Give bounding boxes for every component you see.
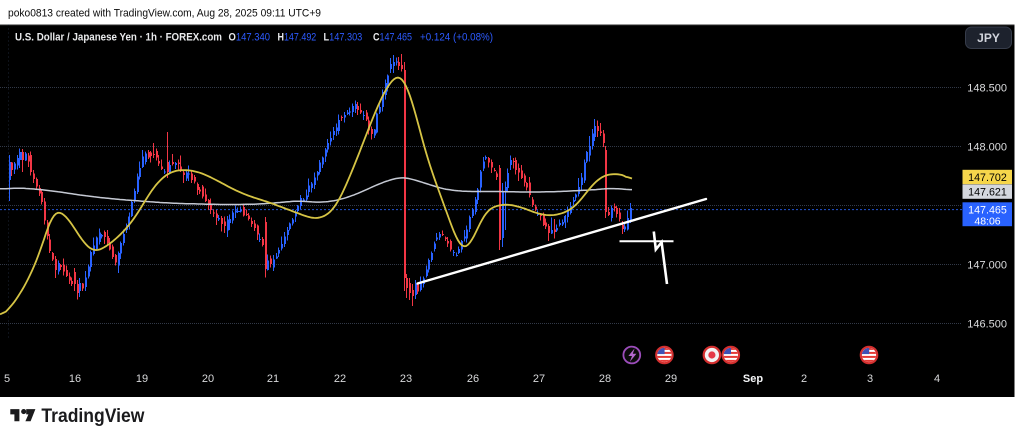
svg-text:TradingView: TradingView: [41, 406, 144, 427]
svg-text:48:06: 48:06: [974, 216, 1000, 228]
svg-text:23: 23: [400, 373, 412, 385]
svg-text:148.500: 148.500: [967, 83, 1007, 95]
svg-text:4: 4: [934, 373, 940, 385]
svg-text:21: 21: [267, 373, 279, 385]
svg-text:147.465: 147.465: [968, 204, 1007, 216]
svg-text:26: 26: [467, 373, 479, 385]
svg-text:29: 29: [665, 373, 677, 385]
svg-text:Sep: Sep: [743, 373, 763, 385]
svg-text:147.702: 147.702: [968, 172, 1007, 184]
svg-text:C147.465: C147.465: [373, 32, 412, 44]
svg-text:148.000: 148.000: [967, 142, 1007, 154]
svg-text:27: 27: [533, 373, 545, 385]
svg-text:146.500: 146.500: [967, 319, 1007, 331]
svg-text:+0.124 (+0.08%): +0.124 (+0.08%): [420, 32, 493, 44]
svg-text:20: 20: [202, 373, 214, 385]
svg-text:3: 3: [867, 373, 873, 385]
svg-text:2: 2: [801, 373, 807, 385]
svg-text:5: 5: [4, 373, 10, 385]
svg-text:L147.303: L147.303: [324, 32, 363, 44]
svg-text:28: 28: [599, 373, 611, 385]
svg-text:JPY: JPY: [977, 31, 1000, 45]
svg-text:O147.340: O147.340: [229, 32, 271, 44]
svg-text:16: 16: [69, 373, 81, 385]
svg-text:147.621: 147.621: [968, 187, 1007, 199]
svg-text:22: 22: [334, 373, 346, 385]
svg-text:147.000: 147.000: [967, 260, 1007, 272]
svg-text:H147.492: H147.492: [278, 32, 317, 44]
svg-text:U.S. Dollar / Japanese Yen · 1: U.S. Dollar / Japanese Yen · 1h · FOREX.…: [15, 32, 222, 44]
svg-text:poko0813 created with TradingV: poko0813 created with TradingView.com, A…: [8, 8, 321, 20]
svg-text:19: 19: [136, 373, 148, 385]
